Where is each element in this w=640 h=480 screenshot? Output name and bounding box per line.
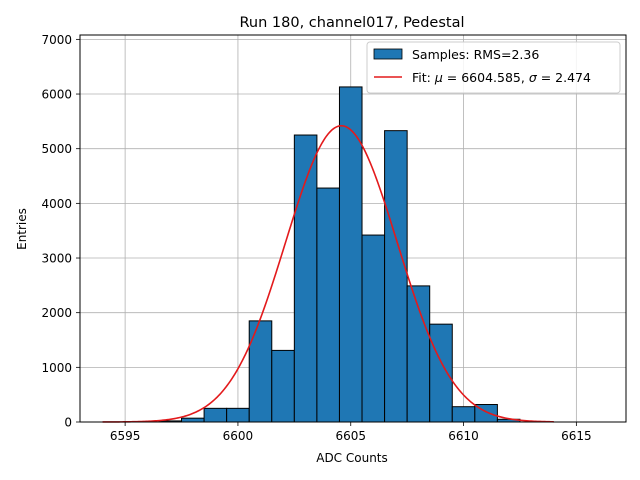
legend-samples-swatch xyxy=(373,48,403,60)
histogram-bar xyxy=(226,407,250,423)
y-tick-label: 3000 xyxy=(41,252,72,266)
legend: Samples: RMS=2.36 Fit: μ = 6604.585, σ =… xyxy=(366,41,621,94)
histogram-bar xyxy=(338,86,363,423)
legend-fit-label: Fit: μ = 6604.585, σ = 2.474 xyxy=(412,70,591,85)
histogram-bar xyxy=(181,417,205,423)
x-axis-ticks: 6595 6600 6605 6610 6615 xyxy=(110,422,592,443)
x-tick-label: 6615 xyxy=(561,429,592,443)
legend-samples-label: Samples: RMS=2.36 xyxy=(412,47,539,62)
y-axis-ticks: 0 1000 2000 3000 4000 5000 6000 7000 xyxy=(41,33,80,430)
x-axis-label: ADC Counts xyxy=(316,451,388,465)
y-tick-label: 6000 xyxy=(41,88,72,102)
fit-curve xyxy=(102,124,554,423)
y-axis-label: Entries xyxy=(15,208,29,250)
fit-curve-group xyxy=(102,124,554,423)
histogram-bar xyxy=(384,130,408,423)
x-tick-label: 6605 xyxy=(335,429,366,443)
histogram-bar xyxy=(451,406,476,423)
legend-box xyxy=(366,41,621,94)
x-tick-label: 6600 xyxy=(223,429,254,443)
y-tick-label: 0 xyxy=(64,416,72,430)
y-tick-label: 7000 xyxy=(41,33,72,47)
y-tick-label: 2000 xyxy=(41,306,72,320)
histogram-bar xyxy=(271,349,295,423)
axes-frame xyxy=(79,34,627,423)
histogram-bar xyxy=(316,187,340,423)
y-tick-label: 4000 xyxy=(41,197,72,211)
x-tick-label: 6595 xyxy=(110,429,141,443)
histogram-bar xyxy=(293,134,318,423)
x-tick-label: 6610 xyxy=(448,429,479,443)
histogram-bar xyxy=(248,320,273,423)
y-tick-label: 1000 xyxy=(41,361,72,375)
histogram-bar xyxy=(361,234,386,423)
histogram-bar xyxy=(429,323,453,423)
histogram-bar xyxy=(203,407,228,423)
histogram-bars xyxy=(158,86,521,423)
chart-title: Run 180, channel017, Pedestal xyxy=(239,15,464,31)
y-tick-label: 5000 xyxy=(41,142,72,156)
